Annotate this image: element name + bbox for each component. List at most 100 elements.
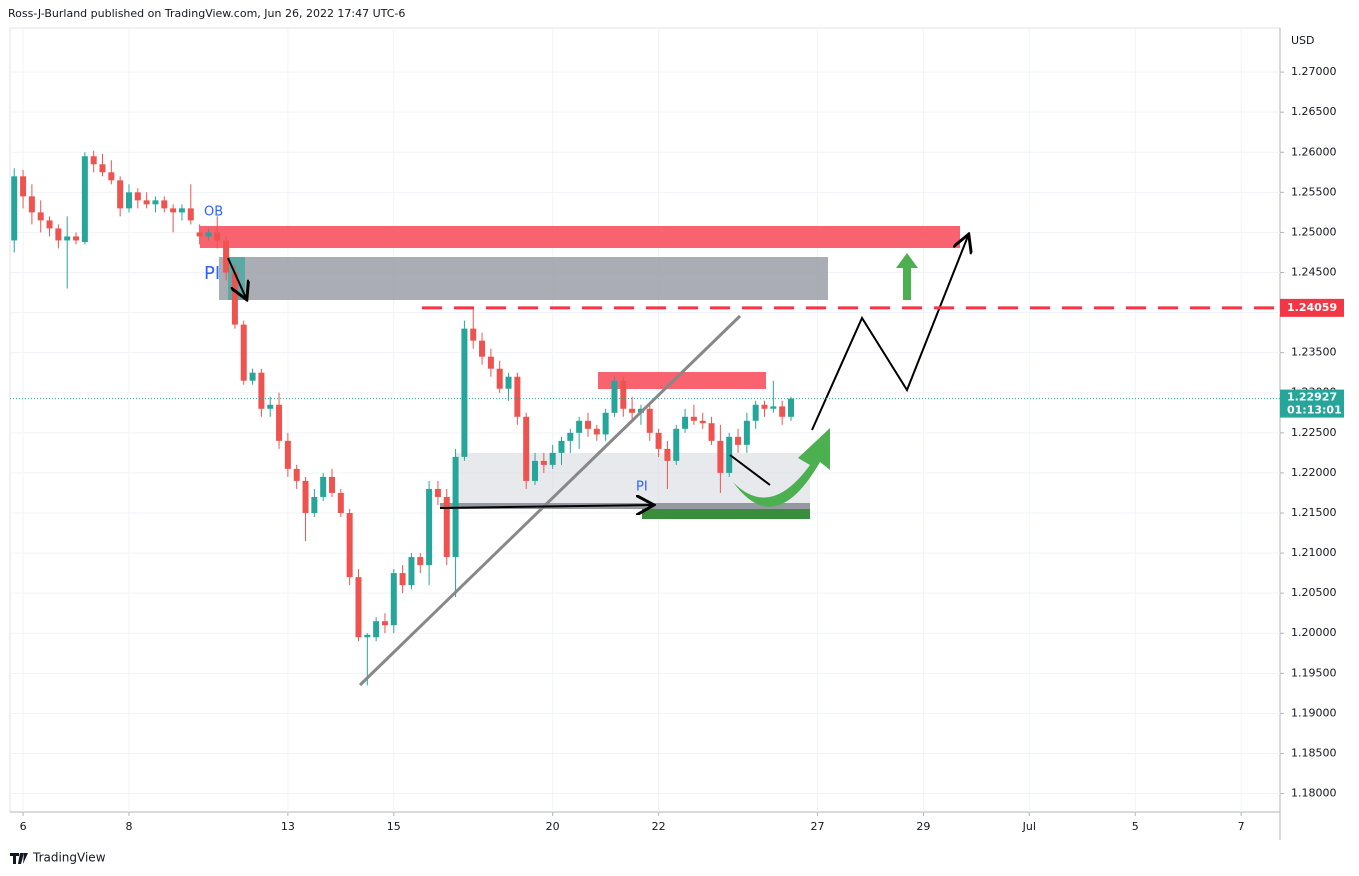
annotation: PI <box>204 263 220 284</box>
candle-body <box>770 406 777 409</box>
header: Ross-J-Burland published on TradingView.… <box>8 7 405 20</box>
annotation: OB <box>204 205 223 220</box>
candle-body <box>90 156 97 165</box>
y-tick-label: 1.18500 <box>1291 746 1337 759</box>
y-tick-label: 1.19500 <box>1291 666 1337 679</box>
candle-body <box>293 468 300 481</box>
brand-name: TradingView <box>32 851 106 865</box>
candle-body <box>125 192 132 209</box>
candle-body <box>779 406 786 417</box>
candle-body <box>55 228 62 241</box>
candle-body <box>717 440 724 473</box>
price-line-label-bg <box>1280 298 1344 317</box>
projection-path <box>811 236 968 431</box>
candle-body <box>540 460 547 465</box>
candle-body <box>699 420 706 424</box>
arrow <box>439 505 652 508</box>
x-tick-label: 7 <box>1238 820 1245 833</box>
candle-body <box>523 416 530 481</box>
currency-label: USD <box>1291 34 1315 47</box>
drawings-back <box>200 226 960 519</box>
candle-body <box>108 172 115 181</box>
candle-body <box>496 368 503 389</box>
y-tick-label: 1.22500 <box>1291 426 1337 439</box>
last-price-label: 1.22927 <box>1287 391 1337 404</box>
candle-body <box>64 236 71 241</box>
countdown: 01:13:01 <box>1287 404 1342 417</box>
candle-body <box>81 156 88 243</box>
y-tick-label: 1.27000 <box>1291 65 1337 78</box>
candle-body <box>117 180 124 209</box>
line <box>729 454 771 486</box>
candle-body <box>708 423 715 441</box>
y-tick-label: 1.19000 <box>1291 706 1337 719</box>
y-tick-label: 1.20000 <box>1291 626 1337 639</box>
candle-body <box>11 176 18 241</box>
candle-body <box>187 208 194 221</box>
grid <box>10 28 1280 812</box>
candle-body <box>735 436 742 445</box>
candle-body <box>576 420 583 433</box>
candle-body <box>673 428 680 461</box>
y-tick-label: 1.25000 <box>1291 225 1337 238</box>
candle-body <box>584 420 591 429</box>
candle-body <box>655 432 662 449</box>
x-tick-label: 15 <box>387 820 401 833</box>
plot-frame <box>9 27 1281 813</box>
y-tick-label: 1.22000 <box>1291 466 1337 479</box>
candle-body <box>46 220 53 229</box>
candle-body <box>337 492 344 513</box>
arrow <box>227 257 246 298</box>
candle-body <box>682 416 689 429</box>
candle-body <box>743 420 750 445</box>
y-tick-label: 1.26000 <box>1291 145 1337 158</box>
candle-body <box>161 200 168 209</box>
candle-body <box>134 192 141 201</box>
brand: TradingView <box>10 851 106 865</box>
candle-body <box>178 208 185 213</box>
candle-body <box>355 577 362 638</box>
x-tick-label: 29 <box>916 820 930 833</box>
candle-body <box>726 436 733 473</box>
x-tick-label: 22 <box>652 820 666 833</box>
x-tick-label: 5 <box>1132 820 1139 833</box>
candle-body <box>223 240 230 273</box>
candle-body <box>408 557 415 586</box>
candle-body <box>593 428 600 435</box>
y-tick-label: 1.26500 <box>1291 105 1337 118</box>
candle-body <box>752 404 759 421</box>
candle-body <box>426 488 433 566</box>
candle-body <box>470 328 477 341</box>
candle-body <box>549 452 556 465</box>
candle-body <box>373 621 380 638</box>
last-price-label-bg <box>1280 389 1344 418</box>
logo <box>10 853 28 864</box>
candle-body <box>311 496 318 513</box>
candle-body <box>381 621 388 626</box>
resistance-zone <box>598 372 766 389</box>
supply-zone <box>200 226 960 248</box>
candle-body <box>443 496 450 558</box>
candle-body <box>664 448 671 461</box>
candle-body <box>302 480 309 513</box>
candle-body <box>99 164 106 173</box>
candle-body <box>532 460 539 481</box>
candle-body <box>28 196 35 213</box>
candle-body <box>690 416 697 421</box>
candle-body <box>214 232 221 241</box>
candle-body <box>37 212 44 221</box>
candle-body <box>205 232 212 237</box>
candle-body <box>417 557 424 566</box>
candle-body <box>276 404 283 441</box>
trend-line <box>358 314 742 687</box>
candle-body <box>646 408 653 433</box>
candle-body <box>240 324 247 381</box>
candle-body <box>611 380 618 413</box>
candle-body <box>364 634 371 638</box>
candles <box>11 150 794 686</box>
candle-body <box>258 372 265 409</box>
imbalance-zone <box>219 257 828 300</box>
candle-body <box>73 236 80 241</box>
candle-body <box>249 372 256 381</box>
price-line-label: 1.24059 <box>1287 301 1337 314</box>
